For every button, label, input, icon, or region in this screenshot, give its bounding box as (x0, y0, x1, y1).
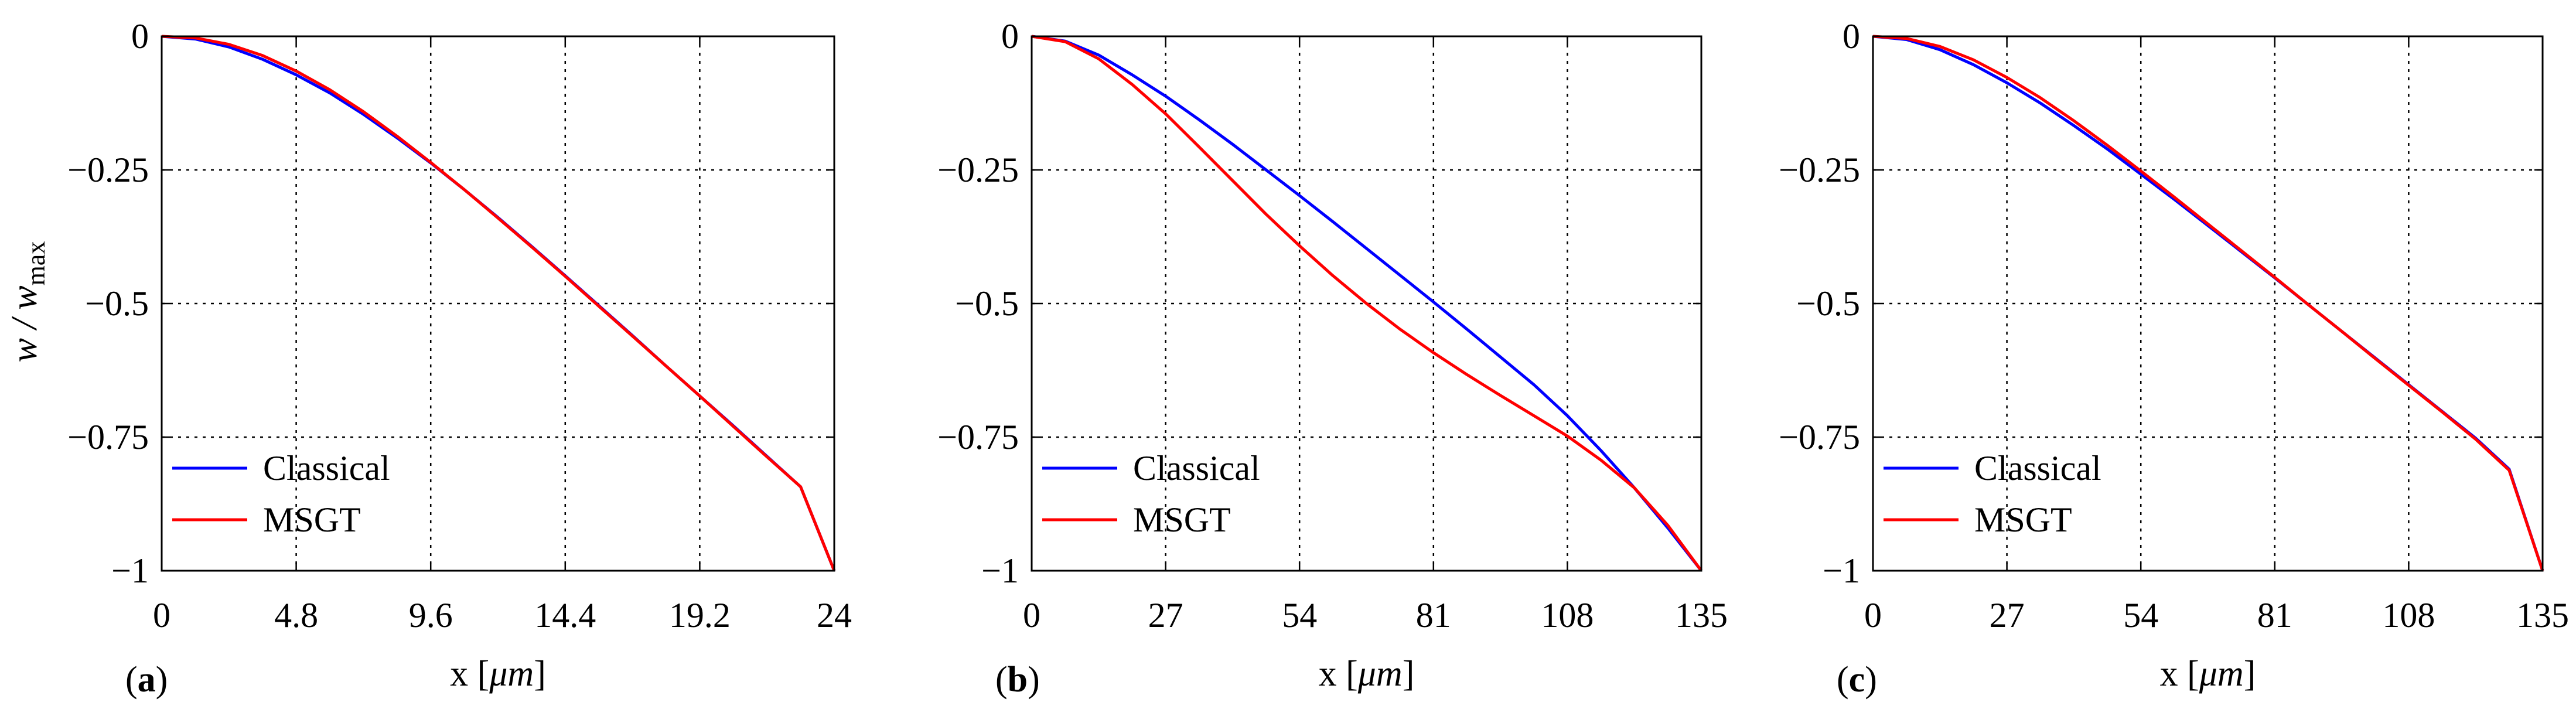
plot-frame (1031, 35, 1702, 572)
panel-label: (b) (995, 660, 1040, 700)
legend: Classical MSGT (1884, 449, 2101, 539)
x-tick-label: 9.6 (409, 596, 453, 635)
y-tick-label: −0.25 (67, 151, 149, 189)
y-tick-label: −0.75 (1779, 418, 1860, 456)
legend-label: Classical (1133, 449, 1260, 488)
chart-panel-c: 0 27 54 81 108 135 0 −0.25 −0.5 −0.75 −1 x [μm] (c) C… (1779, 17, 2569, 700)
x-tick-label: 4.8 (274, 596, 318, 635)
x-tick-label: 108 (1541, 596, 1594, 635)
y-tick-label: −0.5 (1796, 284, 1860, 323)
y-tick-label: −1 (1823, 551, 1860, 590)
y-axis-label: w / wmax (5, 241, 50, 363)
y-tick-label: −0.75 (937, 418, 1019, 456)
series-line-classical (1031, 35, 1702, 572)
chart-panel-b: 0 27 54 81 108 135 0 −0.25 −0.5 −0.75 −1 x [μm] (b) C… (937, 17, 1728, 700)
x-tick-label: 19.2 (669, 596, 731, 635)
series-line-msgt (1031, 35, 1703, 572)
panel-label: (c) (1837, 660, 1877, 700)
y-tick-label: −0.25 (1779, 151, 1860, 189)
y-tick-label: −1 (981, 551, 1019, 590)
x-tick-label: 24 (817, 596, 852, 635)
y-tick-label: −0.75 (67, 418, 149, 456)
x-tick-label: 108 (2382, 596, 2435, 635)
x-tick-label: 81 (2257, 596, 2292, 635)
legend-label: MSGT (1974, 500, 2072, 539)
x-tick-label: 27 (1148, 596, 1183, 635)
legend: Classical MSGT (1042, 449, 1260, 539)
y-tick-label: −1 (111, 551, 149, 590)
x-axis-label: x [μm] (1319, 654, 1415, 694)
x-tick-label: 0 (1864, 596, 1882, 635)
x-tick-label: 135 (1675, 596, 1728, 635)
x-axis-label: x [μm] (2160, 654, 2256, 694)
x-tick-label: 81 (1416, 596, 1451, 635)
chart-panel-a: 0 4.8 9.6 14.4 19.2 24 0 −0.25 −0.5 −0.75 −1 x [μm]… (67, 17, 852, 700)
x-tick-label: 27 (1990, 596, 2025, 635)
plot-frame (161, 35, 835, 572)
plot-frame (1872, 35, 2544, 572)
y-tick-label: −0.5 (85, 284, 149, 323)
y-tick-label: −0.5 (955, 284, 1019, 323)
series-line-msgt (161, 35, 836, 571)
x-tick-label: 14.4 (534, 596, 596, 635)
x-tick-label: 0 (1023, 596, 1040, 635)
legend: Classical MSGT (172, 449, 390, 539)
legend-label: Classical (1974, 449, 2101, 488)
x-tick-label: 54 (1282, 596, 1317, 635)
x-tick-label: 0 (153, 596, 170, 635)
y-tick-label: 0 (1843, 17, 1860, 56)
x-tick-label: 135 (2516, 596, 2569, 635)
series-line-msgt (1872, 35, 2544, 571)
y-tick-label: 0 (131, 17, 149, 56)
legend-label: MSGT (1133, 500, 1231, 539)
y-tick-label: −0.25 (937, 151, 1019, 189)
x-axis-label: x [μm] (450, 654, 546, 694)
x-tick-label: 54 (2123, 596, 2158, 635)
legend-label: MSGT (263, 500, 361, 539)
y-tick-label: 0 (1001, 17, 1019, 56)
panel-label: (a) (125, 660, 168, 700)
legend-label: Classical (263, 449, 390, 488)
